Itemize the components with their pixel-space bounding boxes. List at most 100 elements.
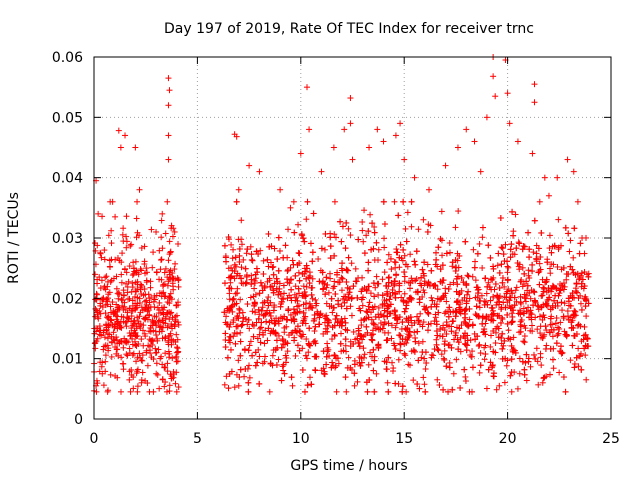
data-point [172, 318, 179, 325]
data-point [302, 268, 309, 275]
data-point [473, 303, 480, 310]
data-point [504, 311, 511, 318]
data-point [561, 300, 568, 307]
data-point [262, 311, 269, 318]
data-point [107, 371, 114, 378]
data-point [112, 213, 119, 220]
data-point [575, 295, 582, 302]
data-point [311, 353, 318, 360]
data-point [245, 347, 252, 354]
data-point [172, 354, 179, 361]
data-point [345, 294, 352, 301]
data-point [257, 339, 264, 346]
data-point [414, 381, 421, 388]
data-point-outlier [539, 379, 546, 386]
data-point [233, 300, 240, 307]
data-point-outlier [109, 198, 116, 205]
data-point [359, 302, 366, 309]
data-point [474, 333, 481, 340]
data-point [249, 352, 256, 359]
data-point [503, 362, 510, 369]
data-point [129, 335, 136, 342]
data-point [139, 352, 146, 359]
data-point [559, 283, 566, 290]
data-point [437, 266, 444, 273]
data-point [254, 359, 261, 366]
data-point [331, 331, 338, 338]
data-point [307, 272, 314, 279]
data-point [510, 334, 517, 341]
data-point [263, 310, 270, 317]
data-point [118, 279, 125, 286]
data-point [256, 380, 263, 387]
data-point [169, 233, 176, 240]
data-point [151, 319, 158, 326]
data-point [397, 332, 404, 339]
data-point [173, 358, 180, 365]
data-point [392, 346, 399, 353]
data-point [254, 335, 261, 342]
data-point [358, 288, 365, 295]
data-point-outlier [411, 174, 418, 181]
data-point [232, 290, 239, 297]
data-point [381, 321, 388, 328]
data-point [108, 227, 115, 234]
data-point [446, 249, 453, 256]
data-point [522, 298, 529, 305]
data-point [274, 256, 281, 263]
data-point [356, 354, 363, 361]
data-point-outlier [380, 138, 387, 145]
data-point [408, 198, 415, 205]
data-point [323, 353, 330, 360]
data-point [472, 258, 479, 265]
data-point [509, 318, 516, 325]
data-point [129, 284, 136, 291]
data-point [165, 257, 172, 264]
data-point [575, 363, 582, 370]
data-point [530, 302, 537, 309]
data-point [138, 357, 145, 364]
data-point [328, 336, 335, 343]
data-point [119, 250, 126, 257]
y-axis-tick-labels: 0 0.01 0.02 0.03 0.04 0.05 0.06 [52, 50, 83, 428]
data-point [97, 310, 104, 317]
data-point [395, 212, 402, 219]
data-point [238, 322, 245, 329]
data-point [446, 364, 453, 371]
data-point [152, 345, 159, 352]
data-point [269, 283, 276, 290]
data-point [170, 286, 177, 293]
data-point [521, 339, 528, 346]
data-point [232, 254, 239, 261]
data-point [126, 305, 133, 312]
data-point [437, 278, 444, 285]
data-point [231, 275, 238, 282]
data-point-outlier [490, 73, 497, 80]
data-point [303, 283, 310, 290]
data-point [557, 319, 564, 326]
data-point [573, 280, 580, 287]
data-point [521, 333, 528, 340]
data-point [327, 270, 334, 277]
data-point [359, 274, 366, 281]
data-point-outlier [531, 99, 538, 106]
data-point [532, 355, 539, 362]
data-point [457, 384, 464, 391]
data-point [485, 242, 492, 249]
data-point [338, 315, 345, 322]
data-point [94, 276, 101, 283]
data-point [270, 287, 277, 294]
data-point [442, 290, 449, 297]
data-point [253, 319, 260, 326]
data-point [303, 336, 310, 343]
data-point [475, 342, 482, 349]
data-point [544, 259, 551, 266]
data-point [493, 386, 500, 393]
data-point [454, 273, 461, 280]
data-point [273, 275, 280, 282]
data-point [126, 376, 133, 383]
data-point [479, 234, 486, 241]
data-point [108, 353, 115, 360]
data-point [128, 318, 135, 325]
data-point [236, 258, 243, 265]
